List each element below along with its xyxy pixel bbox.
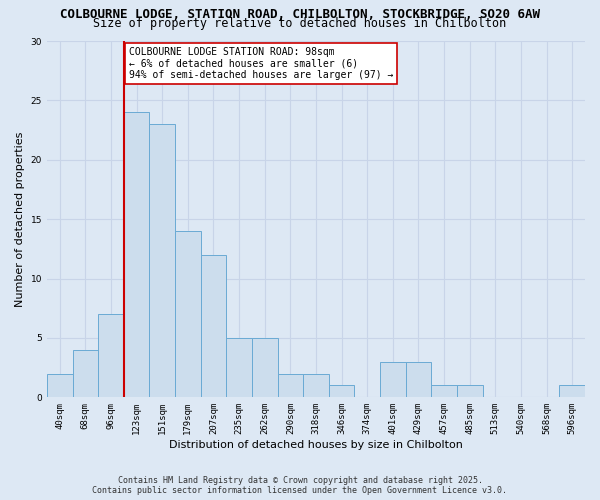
Bar xyxy=(124,112,149,398)
Bar xyxy=(73,350,98,398)
Bar xyxy=(559,386,585,398)
Bar xyxy=(98,314,124,398)
Text: COLBOURNE LODGE STATION ROAD: 98sqm
← 6% of detached houses are smaller (6)
94% : COLBOURNE LODGE STATION ROAD: 98sqm ← 6%… xyxy=(129,47,393,80)
Bar xyxy=(200,255,226,398)
Bar xyxy=(431,386,457,398)
Y-axis label: Number of detached properties: Number of detached properties xyxy=(15,132,25,307)
Text: Contains HM Land Registry data © Crown copyright and database right 2025.
Contai: Contains HM Land Registry data © Crown c… xyxy=(92,476,508,495)
Bar xyxy=(380,362,406,398)
Bar xyxy=(252,338,278,398)
Bar xyxy=(226,338,252,398)
Bar xyxy=(406,362,431,398)
Bar xyxy=(149,124,175,398)
Bar xyxy=(175,231,200,398)
Bar xyxy=(278,374,303,398)
Bar xyxy=(303,374,329,398)
X-axis label: Distribution of detached houses by size in Chilbolton: Distribution of detached houses by size … xyxy=(169,440,463,450)
Bar xyxy=(47,374,73,398)
Text: COLBOURNE LODGE, STATION ROAD, CHILBOLTON, STOCKBRIDGE, SO20 6AW: COLBOURNE LODGE, STATION ROAD, CHILBOLTO… xyxy=(60,8,540,20)
Bar xyxy=(457,386,482,398)
Text: Size of property relative to detached houses in Chilbolton: Size of property relative to detached ho… xyxy=(94,18,506,30)
Bar xyxy=(329,386,355,398)
